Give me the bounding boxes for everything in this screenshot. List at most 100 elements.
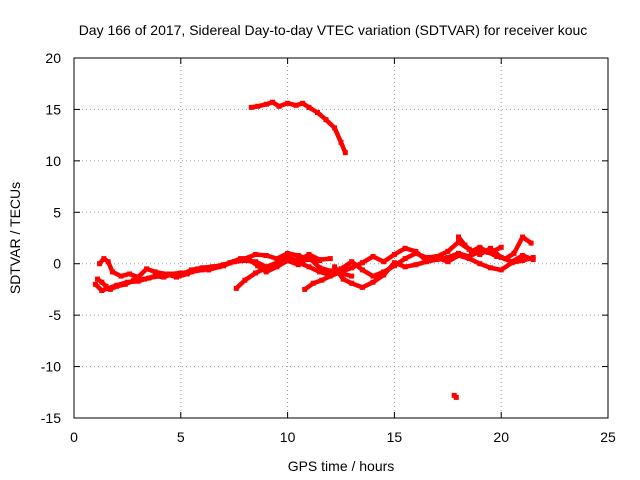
data-point [423,255,429,260]
data-point [477,261,483,267]
data-point [306,252,312,257]
data-point [199,267,205,273]
data-point [105,259,111,265]
data-point [498,244,504,250]
data-point [114,282,120,288]
series-trace-9 [451,392,459,400]
data-point [295,253,301,258]
data-point [285,100,291,106]
data-point [456,239,461,245]
data-point [327,268,333,274]
data-point [253,270,259,276]
x-tick-label: 25 [600,429,616,445]
data-point [509,260,515,266]
data-point [445,259,451,265]
data-point [135,274,141,280]
data-point [349,273,355,279]
data-point [319,277,325,283]
data-point [124,279,130,285]
data-point [285,255,291,260]
data-point [127,271,132,277]
data-point [276,103,282,109]
data-point [144,266,150,272]
x-tick-label: 15 [387,429,403,445]
data-point [370,279,376,285]
series-trace-8 [456,234,534,262]
x-tick-label: 5 [177,429,185,445]
data-point [174,274,179,280]
y-axis-label: SDTVAR / TECUs [7,182,23,294]
data-point [332,125,338,131]
data-point [456,234,461,240]
data-point [511,250,517,256]
data-point [349,265,355,271]
data-point [242,256,248,262]
data-point [310,280,316,286]
data-point [97,261,103,267]
data-point [263,269,269,275]
data-point [263,253,269,258]
y-tick-label: -15 [41,410,61,426]
data-point [338,269,344,275]
series-trace-4 [233,239,536,291]
data-point [338,139,344,145]
data-point [95,276,100,282]
data-point [317,258,323,264]
data-point [359,267,365,273]
data-point [178,270,184,276]
data-point [263,265,269,271]
data-point [445,255,451,260]
data-point [233,285,239,291]
data-point [315,110,320,115]
y-tick-label: 15 [45,101,61,117]
data-point [391,252,397,257]
data-point [285,258,291,264]
data-point [468,248,474,254]
data-point [488,265,493,271]
data-point [530,255,536,260]
series-trace-7 [248,99,348,156]
plot-frame [73,57,609,419]
x-tick-label: 10 [280,429,296,445]
data-series [92,99,536,400]
data-point [370,254,376,259]
data-point [189,269,194,275]
axis-ticks: 0 5 10 15 20 25 -15 -10 -5 0 5 10 15 20 [41,50,616,445]
data-point [109,269,115,275]
data-point [359,284,365,290]
data-point [210,264,216,270]
data-point [370,273,376,279]
data-point [274,256,280,262]
data-point [402,256,408,262]
data-point [359,260,365,266]
data-point [477,244,483,250]
data-point [101,256,107,262]
y-tick-label: 5 [53,204,61,220]
y-tick-label: -10 [41,359,61,375]
data-point [242,277,248,283]
data-point [391,260,397,266]
data-point [520,258,526,264]
data-point [248,104,254,110]
data-point [302,286,308,292]
data-point [99,288,105,293]
data-point [146,275,152,281]
data-point [520,253,526,258]
data-point [423,259,429,265]
data-point [285,250,291,256]
data-point [462,242,468,248]
data-point [381,272,387,278]
grid-lines [74,58,608,418]
data-point [231,259,237,265]
data-point [274,261,280,267]
data-point [221,262,226,268]
data-point [246,257,252,263]
data-point [317,269,323,275]
series-trace-3 [92,250,323,293]
data-point [413,248,419,254]
chart-title: Day 166 of 2017, Sidereal Day-to-day VTE… [79,22,588,38]
data-point [152,269,158,275]
data-point [253,252,259,257]
data-point [466,254,472,259]
series-trace-6 [332,244,504,290]
